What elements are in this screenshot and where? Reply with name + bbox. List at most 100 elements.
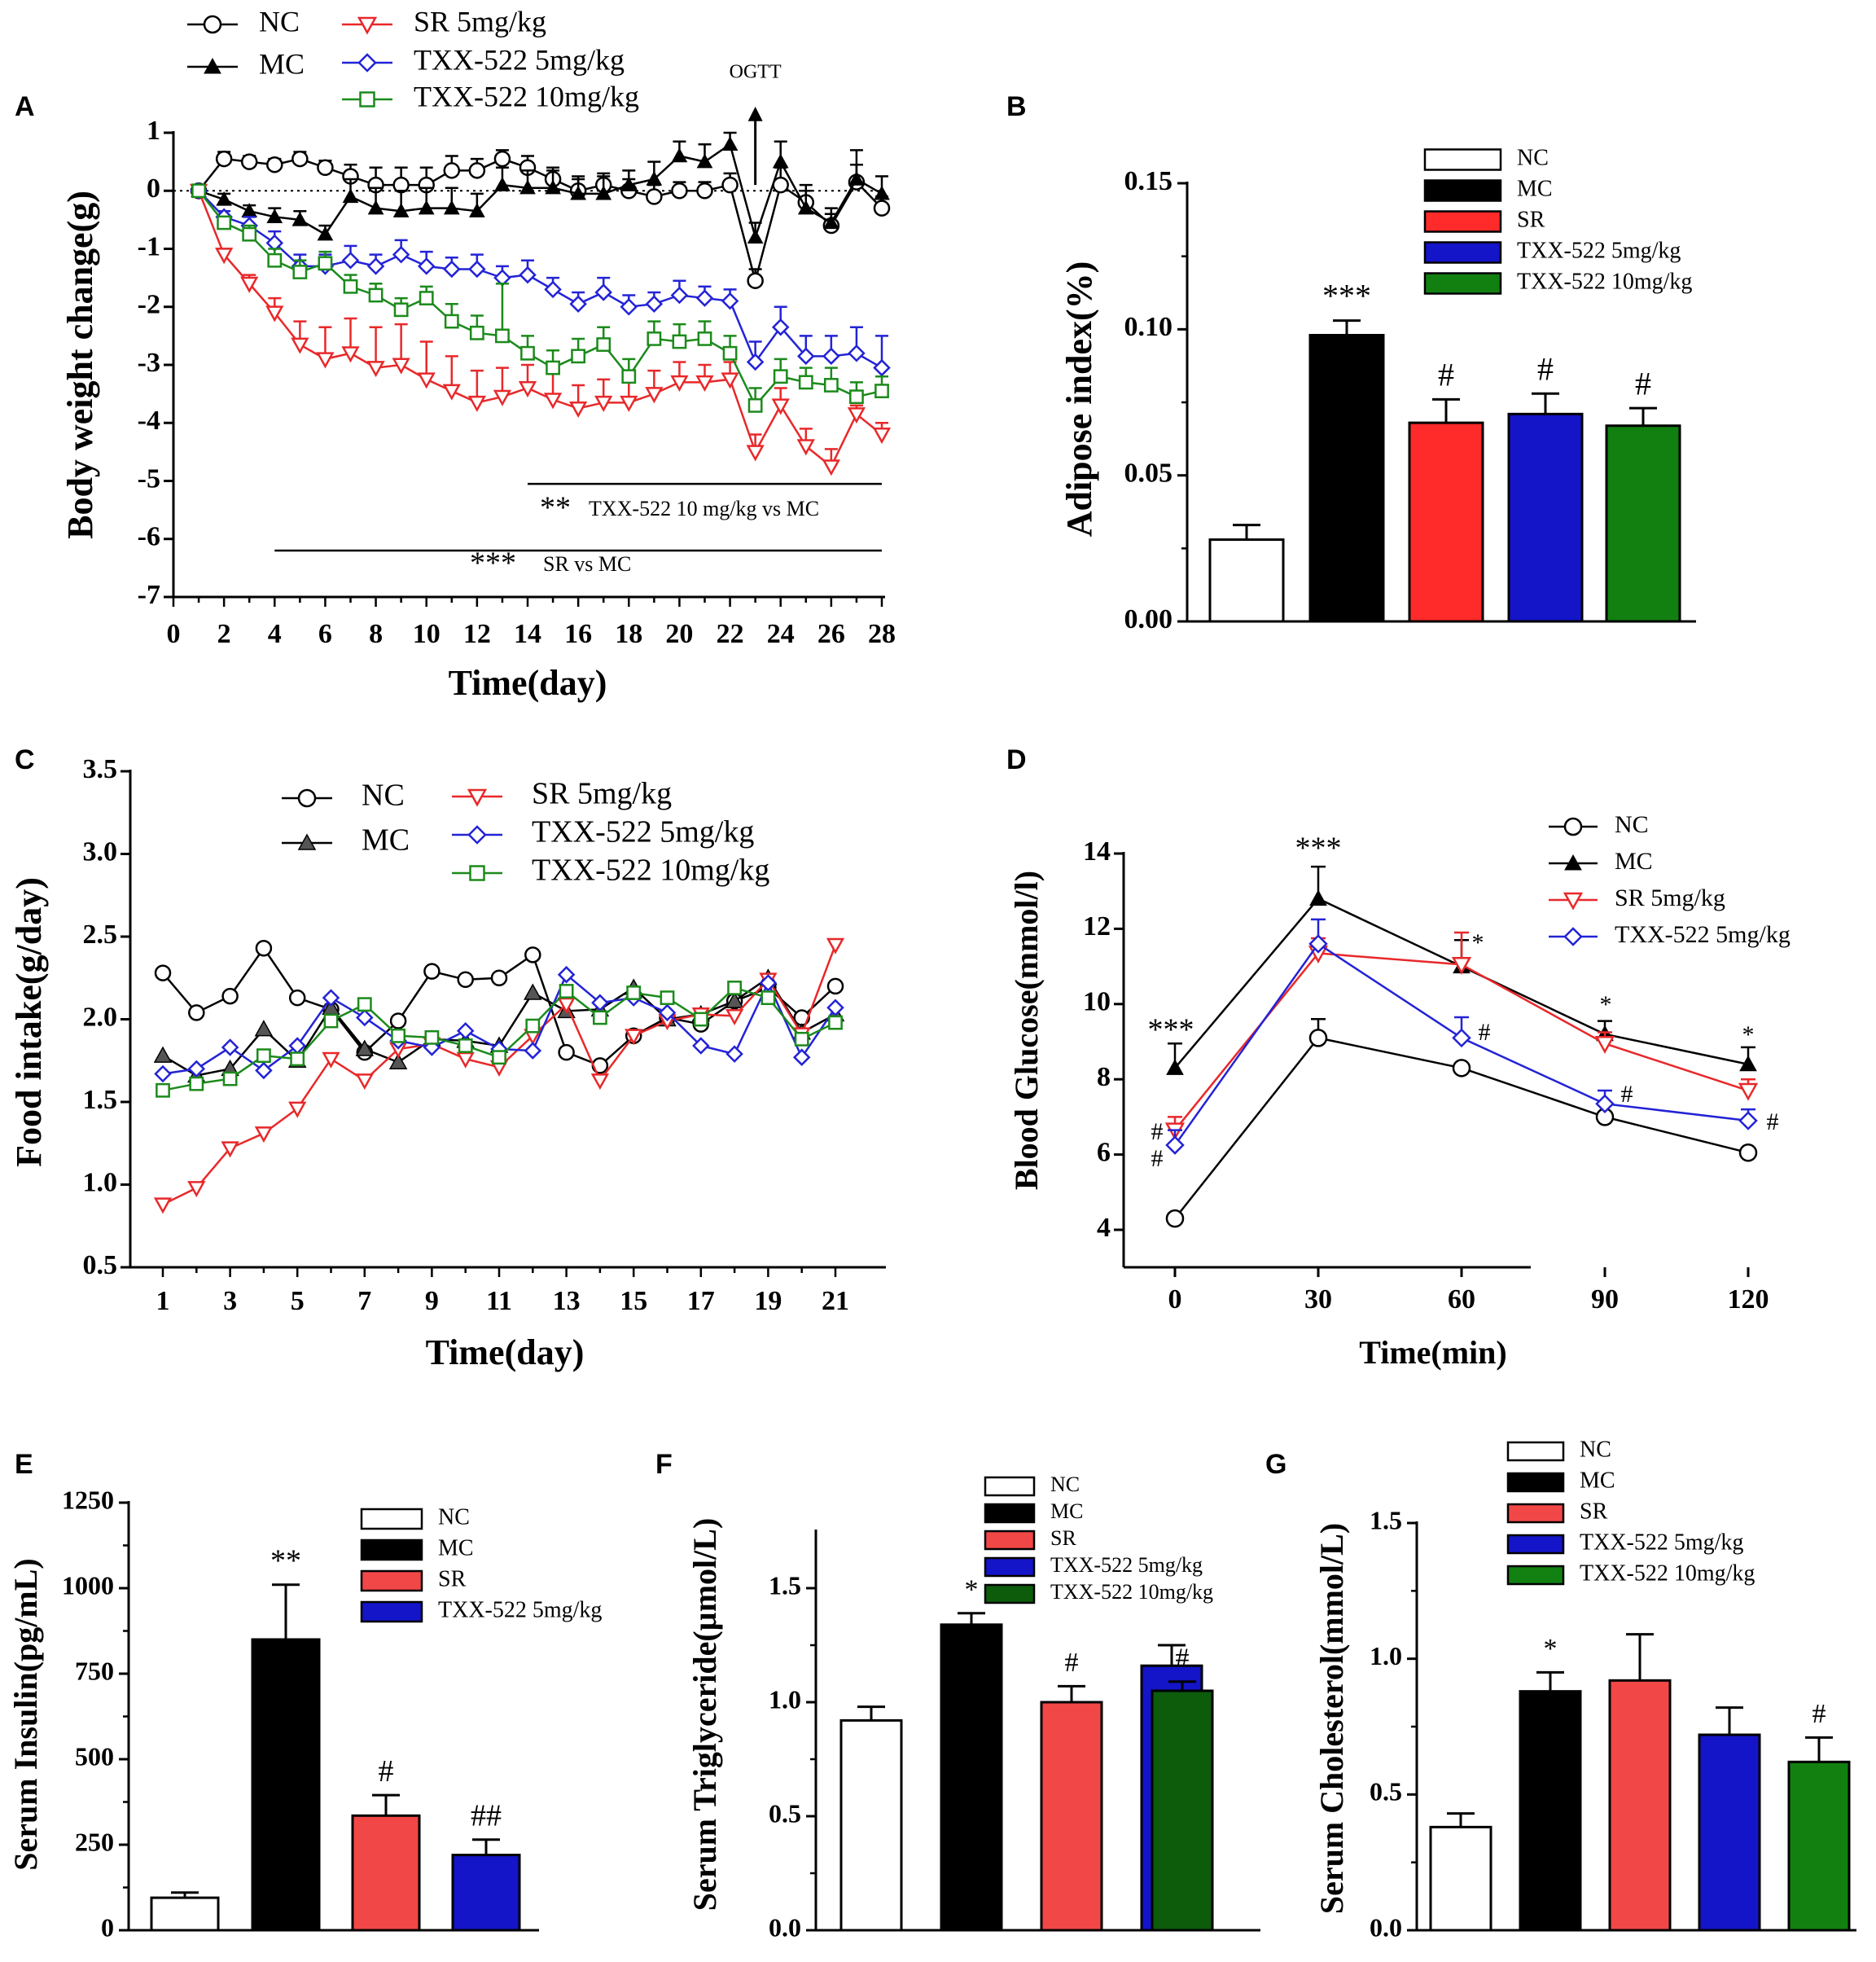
panel-d-point-mc (1309, 889, 1327, 906)
panel-a-series-txx5 (198, 190, 883, 369)
panel-a-point-txx10 (469, 325, 484, 340)
legend-marker-txx10 (469, 865, 485, 881)
panel-d-significance: * (1742, 1021, 1755, 1048)
panel-label-c: C (15, 744, 35, 775)
panel-c-point-sr (355, 1073, 374, 1091)
legend-marker-nc (297, 788, 317, 808)
legend-label: NC (1517, 145, 1549, 170)
panel-a-point-nc (240, 153, 258, 170)
panel-a-point-txx5 (645, 295, 664, 313)
legend-swatch (1506, 1472, 1565, 1493)
panel-bar-4 (1698, 1733, 1761, 1932)
panel-bar-significance: ## (471, 1798, 502, 1833)
panel-c-point-nc (524, 946, 541, 963)
panel-a-y-tick-label: -6 (138, 522, 160, 552)
panel-d-x-tick-label: 120 (1728, 1284, 1769, 1315)
panel-d-point-txx5 (1738, 1111, 1758, 1130)
panel-bar-significance: * (965, 1575, 979, 1605)
panel-y-tick-label: 0.5 (1370, 1777, 1402, 1806)
panel-c-point-txx10 (256, 1048, 271, 1064)
legend-marker-sr (357, 16, 378, 35)
panel-a-point-txx5 (771, 318, 790, 336)
panel-bar-significance: ** (270, 1544, 301, 1578)
panel-a-point-mc (392, 203, 410, 217)
panel-a-point-sr (215, 248, 234, 265)
panel-y-tick-label: 1250 (62, 1485, 114, 1514)
panel-c-point-nc (288, 989, 306, 1007)
legend-label: TXX-522 10mg/kg (414, 80, 639, 112)
panel-a-point-mc (266, 208, 283, 224)
panel-y-tick-label: 1.5 (769, 1570, 801, 1600)
panel-a-series-nc (198, 157, 883, 285)
panel-a-point-txx10 (419, 291, 434, 305)
panel-c-point-sr (322, 1051, 340, 1069)
panel-a-point-txx5 (341, 251, 360, 270)
panel-a-point-nc (696, 182, 713, 200)
legend-marker-nc (1563, 817, 1583, 836)
panel-bar-2 (940, 1623, 1003, 1932)
panel-y-tick-label: 1000 (62, 1570, 114, 1600)
panel-c-point-mc (254, 1020, 274, 1037)
panel-c-point-txx10 (492, 1050, 506, 1065)
panel-c-point-nc (389, 1012, 407, 1029)
panel-c-point-txx10 (222, 1071, 238, 1086)
panel-bar-significance: # (1537, 350, 1554, 387)
panel-c-point-txx10 (357, 997, 372, 1012)
panel-c-point-nc (826, 977, 844, 995)
panel-c-point-nc (255, 939, 273, 957)
legend-label: TXX-522 5mg/kg (1517, 238, 1681, 263)
panel-a-x-tick-label: 14 (514, 619, 541, 649)
panel-a-point-txx10 (267, 252, 283, 268)
panel-c-y-tick-label: 0.5 (83, 1250, 118, 1280)
panel-a-point-txx5 (443, 260, 461, 279)
panel-f: F 0.0 0.5 1.0 1.5 Serum Triglyceride(µmol/L) *… (655, 1449, 1260, 1942)
panel-c-point-txx10 (189, 1076, 204, 1091)
legend-label: TXX-522 5mg/kg (532, 815, 754, 849)
panel-a-point-txx10 (368, 287, 384, 303)
panel-a-point-mc (747, 229, 764, 244)
legend-label: SR (1580, 1499, 1608, 1524)
panel-a-point-nc (646, 188, 663, 205)
panel-c-point-txx10 (290, 1051, 305, 1067)
panel-a-point-sr (695, 375, 714, 392)
panel-a-point-nc (671, 182, 688, 200)
panel-a-point-txx5 (721, 292, 739, 310)
legend-label: SR 5mg/kg (1615, 884, 1725, 911)
legend-marker-sr (467, 788, 488, 807)
panel-a-y-tick-label: -5 (138, 463, 160, 494)
panel-d-significance: # (1767, 1108, 1779, 1135)
panel-a-point-sr (392, 358, 410, 375)
panel-a-point-mc (342, 188, 359, 204)
panel-c: C0.51.01.52.02.53.03.51 3 5 7 9 11 13 15 17 19 21T… (9, 744, 886, 1372)
panel-c-x-label: Time(day) (426, 1332, 585, 1372)
panel-a-point-mc (317, 226, 334, 241)
panel-a: A10-1-2-3-4-5-6-70 2 4 6 8 10 12 14 16 18 20 22 24 26… (15, 5, 896, 703)
legend-swatch (984, 1476, 1036, 1497)
legend-label: SR (1050, 1526, 1076, 1550)
legend-marker-mc (204, 57, 221, 74)
panel-d-x-tick-label: 30 (1304, 1284, 1332, 1315)
legend-swatch (1506, 1565, 1565, 1586)
legend-swatch (1506, 1534, 1565, 1555)
panel-c-point-txx10 (693, 1012, 708, 1027)
panel-c-point-txx10 (794, 1031, 809, 1047)
panel-y-tick-label: 0.00 (1124, 604, 1173, 634)
legend-marker-txx5 (467, 825, 487, 845)
panel-d-point-sr (1451, 957, 1472, 975)
panel-a-point-txx10 (697, 331, 712, 346)
panel-c-point-nc (221, 987, 239, 1005)
panel-c-point-sr (153, 1197, 173, 1214)
panel-a-point-mc (671, 147, 688, 163)
legend-swatch (1423, 148, 1502, 171)
panel-c-point-sr (725, 1008, 744, 1026)
panel-a-point-sr (265, 305, 284, 323)
panel-a-point-mc (772, 153, 789, 169)
legend-label: SR 5mg/kg (414, 5, 546, 37)
panel-a-point-sr (341, 346, 360, 363)
panel-a-sig-stars: *** (470, 546, 516, 581)
panel-a-point-sr (518, 381, 537, 398)
panel-a-point-txx5 (569, 295, 587, 313)
panel-a-point-txx5 (695, 289, 714, 307)
panel-a-point-txx10 (722, 345, 738, 361)
panel-a-point-nc (443, 162, 461, 179)
